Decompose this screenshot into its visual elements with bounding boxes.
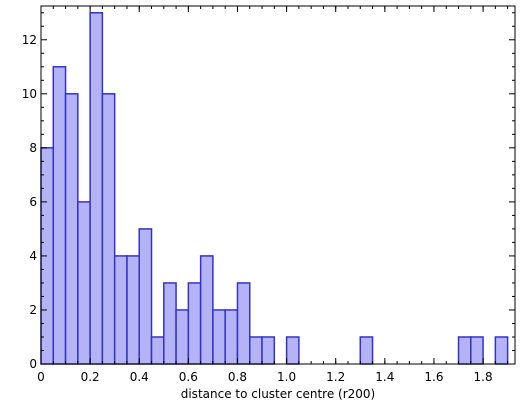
- histogram-bar: [470, 336, 484, 365]
- histogram-bar: [101, 93, 116, 365]
- x-tick-label: 0.8: [228, 370, 247, 384]
- histogram-bar: [89, 12, 104, 365]
- x-tick-label: 0.6: [179, 370, 198, 384]
- x-tick-label: 1.0: [277, 370, 296, 384]
- x-tick-label: 1.8: [474, 370, 493, 384]
- x-axis-ticks: 0 0.2 0.4 0.6 0.8 1.0 1.2 1.4 1.6 1.8: [37, 6, 509, 384]
- histogram-bar: [249, 336, 263, 365]
- histogram-bar: [199, 255, 214, 365]
- histogram-bar: [52, 66, 67, 365]
- y-tick-label: 4: [29, 249, 37, 263]
- x-tick-label: 0.4: [130, 370, 149, 384]
- histogram-bar: [64, 93, 79, 365]
- histogram-bar: [138, 228, 153, 365]
- histogram-bar: [494, 336, 509, 365]
- x-axis-label: distance to cluster centre (r200): [181, 387, 376, 400]
- y-tick-label: 0: [29, 357, 37, 371]
- histogram-bar: [236, 282, 251, 365]
- histogram-bar: [150, 336, 165, 365]
- histogram-bar: [224, 309, 239, 365]
- histogram-bars: [40, 12, 509, 365]
- histogram-bar: [163, 282, 177, 365]
- y-tick-label: 10: [22, 87, 37, 101]
- y-tick-label: 8: [29, 141, 37, 155]
- histogram-bar: [175, 309, 190, 365]
- histogram-bar: [187, 282, 202, 365]
- histogram-bar: [261, 336, 276, 365]
- y-tick-label: 12: [22, 33, 37, 47]
- histogram-bar: [113, 255, 128, 365]
- x-tick-label: 1.6: [424, 370, 443, 384]
- y-tick-label: 2: [29, 303, 37, 317]
- histogram-bar: [212, 309, 226, 365]
- y-axis-ticks: 0 2 4 6 8 10 12: [22, 12, 515, 371]
- histogram-bar: [77, 201, 91, 365]
- plot-frame: [40, 5, 516, 365]
- histogram-bar: [359, 336, 374, 365]
- x-tick-label: 0.2: [81, 370, 100, 384]
- histogram-bar: [285, 336, 300, 365]
- x-tick-label: 0: [37, 370, 45, 384]
- y-tick-label: 6: [29, 195, 37, 209]
- histogram-bar: [126, 255, 140, 365]
- x-tick-label: 1.2: [326, 370, 345, 384]
- x-tick-label: 1.4: [375, 370, 394, 384]
- histogram-bar: [457, 336, 472, 365]
